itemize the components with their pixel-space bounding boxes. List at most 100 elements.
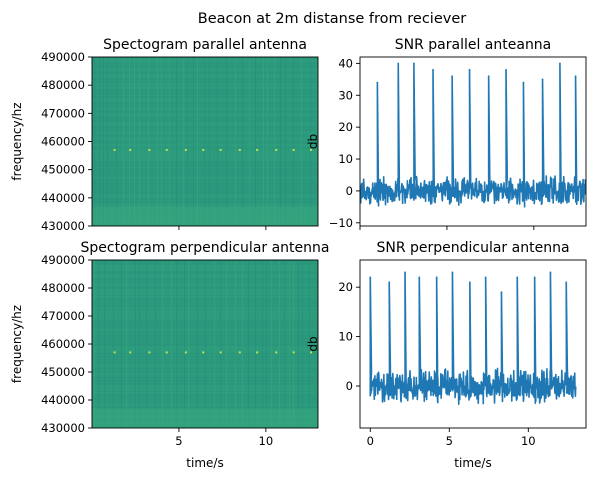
beacon-pulse-mark <box>310 351 313 354</box>
beacon-pulse-mark <box>219 351 222 354</box>
y-tick-label: 20 <box>338 120 353 134</box>
spectrogram-streak <box>267 57 268 226</box>
spectrogram-streak <box>235 260 236 428</box>
spectrogram-streak <box>94 260 95 428</box>
spectrogram-streak <box>148 57 149 226</box>
spectrogram-streak <box>183 57 184 226</box>
spectrogram-texture-row <box>92 156 318 158</box>
spectrogram-background <box>92 57 318 226</box>
spectrogram-texture-row <box>92 266 318 268</box>
spectrogram-streak <box>285 57 286 226</box>
x-tick-label: 5 <box>175 434 182 448</box>
beacon-pulse-mark <box>184 148 187 151</box>
y-tick-label: 490000 <box>41 50 85 64</box>
spectrogram-texture-row <box>92 165 318 167</box>
spectrogram-streak <box>204 57 205 226</box>
figure-suptitle: Beacon at 2m distanse from reciever <box>198 11 467 27</box>
y-tick-label: 480000 <box>41 281 85 295</box>
spectrogram-streak <box>157 57 158 226</box>
snr-peak-point <box>549 271 552 274</box>
y-tick-label: 440000 <box>41 393 85 407</box>
x-axis-label: time/s <box>186 456 223 470</box>
spectrogram-texture-row <box>92 153 318 155</box>
spectrogram-streak <box>94 57 95 226</box>
y-axis-label: db <box>306 134 320 149</box>
spectrogram-texture-row <box>92 401 318 403</box>
spectrogram-texture-row <box>92 383 318 385</box>
spectrogram-streak <box>242 260 243 428</box>
spectrogram-streak <box>193 57 194 226</box>
beacon-pulse-mark <box>148 148 151 151</box>
spectrogram-texture-row <box>92 117 318 119</box>
subplot-2: −10 0 10 20 30 40 SNR parallel anteanna db <box>306 37 587 230</box>
spectrogram-texture-row <box>92 114 318 116</box>
y-tick-label: 470000 <box>41 106 85 120</box>
x-tick-label: 5 <box>446 434 453 448</box>
spectrogram-streak <box>280 57 281 226</box>
spectrogram-texture-row <box>92 314 318 316</box>
y-tick-label: 40 <box>338 56 353 70</box>
spectrogram-texture-row <box>92 308 318 310</box>
spectrogram-texture-row <box>92 299 318 301</box>
spectrogram-texture-row <box>92 293 318 295</box>
spectrogram-streak <box>248 260 249 428</box>
spectrogram-texture-row <box>92 138 318 140</box>
x-tick-label: 0 <box>367 434 374 448</box>
spectrogram-streak <box>129 57 130 226</box>
beacon-pulse-mark <box>165 148 168 151</box>
y-tick-label: 0 <box>346 379 353 393</box>
spectrogram-streak <box>255 57 256 226</box>
spectrogram-texture-row <box>92 120 318 122</box>
y-tick-label: 460000 <box>41 135 85 149</box>
spectrogram-texture-row <box>92 144 318 146</box>
spectrogram-streak <box>249 57 250 226</box>
y-tick-label: 450000 <box>41 365 85 379</box>
spectrogram-texture-row <box>92 305 318 307</box>
spectrogram-texture-row <box>92 141 318 143</box>
spectrogram-texture-row <box>92 275 318 277</box>
beacon-pulse-mark <box>238 351 241 354</box>
spectrogram-texture-row <box>92 386 318 388</box>
snr-peak-point <box>432 68 434 71</box>
spectrogram-texture-row <box>92 395 318 397</box>
beacon-pulse-mark <box>256 351 259 354</box>
spectrogram-texture-row <box>92 126 318 128</box>
spectrogram-background <box>92 260 318 428</box>
spectrogram-streak <box>284 260 285 428</box>
spectrogram-streak <box>184 260 185 428</box>
spectrogram-streak <box>214 260 215 428</box>
spectrogram-texture-row <box>92 204 318 206</box>
spectrogram-streak <box>135 260 136 428</box>
beacon-pulse-mark <box>129 148 132 151</box>
spectrogram-streak <box>139 260 140 428</box>
spectrogram-texture-row <box>92 123 318 125</box>
snr-peak-point <box>522 81 525 84</box>
spectrogram-texture-row <box>92 356 318 358</box>
spectrogram-texture-row <box>92 72 318 74</box>
y-tick-label: 20 <box>338 280 353 294</box>
spectrogram-texture-row <box>92 81 318 83</box>
beacon-pulse-mark <box>292 351 295 354</box>
spectrogram-texture-row <box>92 132 318 134</box>
spectrogram-streak <box>209 57 210 226</box>
spectrogram-streak <box>123 57 124 226</box>
spectrogram-texture-row <box>92 186 318 188</box>
spectrogram-texture-row <box>92 317 318 319</box>
spectrogram-streak <box>226 260 227 428</box>
spectrogram-texture-row <box>92 371 318 373</box>
spectrogram-texture-row <box>92 174 318 176</box>
spectrogram-texture-row <box>92 272 318 274</box>
spectrogram-image <box>92 57 318 226</box>
spectrogram-texture-row <box>92 84 318 86</box>
spectrogram-texture-row <box>92 111 318 113</box>
spectrogram-texture-row <box>92 159 318 161</box>
spectrogram-texture-row <box>92 392 318 394</box>
spectrogram-texture-row <box>92 195 318 197</box>
spectrogram-streak <box>255 260 256 428</box>
spectrogram-texture-row <box>92 332 318 334</box>
spectrogram-streak <box>271 260 272 428</box>
snr-peak-point <box>565 281 568 284</box>
spectrogram-texture-row <box>92 353 318 355</box>
spectrogram-texture-row <box>92 287 318 289</box>
